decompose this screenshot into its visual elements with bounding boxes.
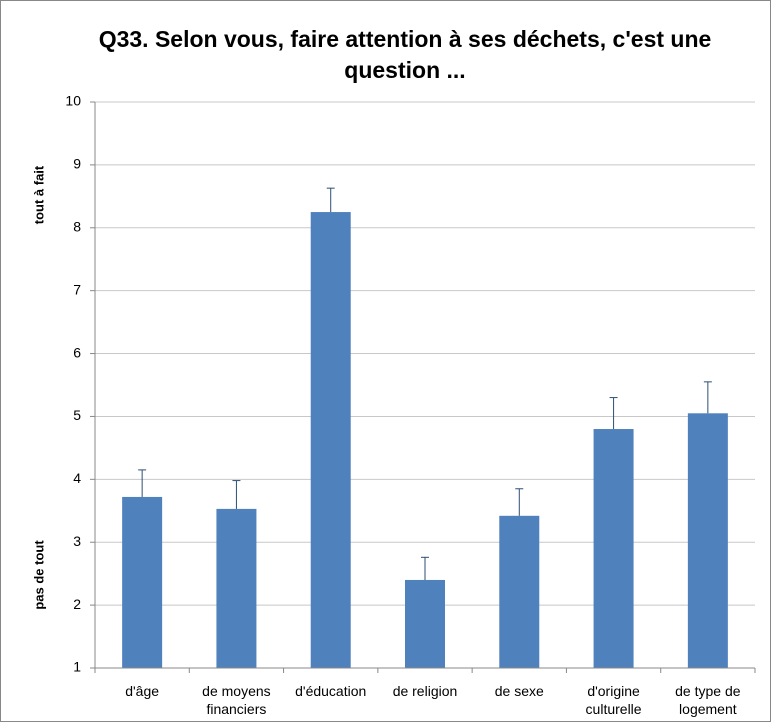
bar bbox=[122, 496, 163, 668]
y-tick-label: 7 bbox=[73, 281, 81, 297]
x-tick-label: de moyens financiers bbox=[202, 683, 271, 717]
y-tick-label: 2 bbox=[73, 596, 81, 612]
y-annotation: pas de tout bbox=[31, 540, 46, 610]
chart-title: Q33. Selon vous, faire attention à ses d… bbox=[98, 26, 712, 83]
y-tick-label: 3 bbox=[73, 533, 81, 549]
y-tick-label: 5 bbox=[73, 407, 81, 423]
y-tick-label: 8 bbox=[73, 218, 81, 234]
y-tick-label: 9 bbox=[73, 156, 81, 172]
bar bbox=[499, 515, 540, 668]
y-tick-label: 6 bbox=[73, 344, 81, 360]
y-annotation: tout à fait bbox=[31, 165, 46, 224]
y-tick-label: 10 bbox=[65, 93, 81, 109]
bar bbox=[310, 212, 351, 669]
x-tick-label: d'âge bbox=[125, 683, 160, 699]
bar bbox=[593, 429, 634, 668]
bar bbox=[405, 579, 445, 668]
y-tick-label: 4 bbox=[73, 470, 81, 486]
x-tick-label: de sexe bbox=[494, 683, 544, 699]
bar bbox=[687, 413, 728, 668]
x-tick-label: d'origine culturelle bbox=[585, 683, 642, 717]
y-tick-label: 1 bbox=[73, 659, 81, 675]
bar bbox=[216, 508, 257, 668]
x-tick-label: d'éducation bbox=[295, 683, 367, 699]
x-tick-label: de type de logement bbox=[675, 683, 741, 717]
x-tick-label: de religion bbox=[392, 683, 458, 699]
